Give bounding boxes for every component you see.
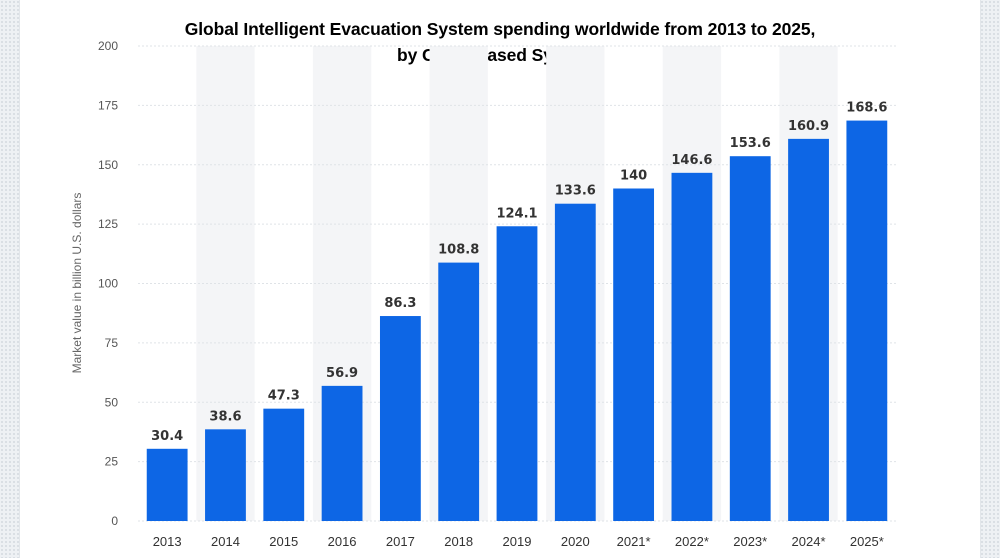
y-axis-ticks: 0 25 50 75 100 125 150 175 200 xyxy=(98,39,118,528)
y-tick-label: 125 xyxy=(98,217,118,231)
x-tick-label: 2018 xyxy=(444,534,473,549)
data-label: 108.8 xyxy=(438,243,479,258)
y-axis-label: Market value in billion U.S. dollars xyxy=(70,193,84,374)
x-tick-label: 2025* xyxy=(850,534,884,549)
bar xyxy=(613,188,655,521)
x-tick-label: 2014 xyxy=(211,534,240,549)
data-label: 38.6 xyxy=(209,409,241,424)
data-label: 160.9 xyxy=(788,119,829,134)
data-labels: 30.4 38.6 47.3 56.9 86.3 108.8 124.1 133.6 140 14… xyxy=(151,101,887,444)
bar xyxy=(438,262,480,521)
y-tick-label: 50 xyxy=(105,395,119,409)
data-label: 47.3 xyxy=(268,389,300,404)
bar xyxy=(729,156,771,521)
data-label: 133.6 xyxy=(555,184,596,199)
bar xyxy=(205,429,246,521)
x-tick-label: 2017 xyxy=(386,534,415,549)
bar xyxy=(846,120,888,521)
y-tick-label: 200 xyxy=(98,39,118,53)
y-tick-label: 75 xyxy=(105,336,119,350)
x-tick-label: 2020 xyxy=(561,534,590,549)
bars xyxy=(146,120,888,522)
x-tick-label: 2016 xyxy=(328,534,357,549)
data-label: 140 xyxy=(620,169,647,184)
x-tick-label: 2024* xyxy=(792,534,826,549)
bar xyxy=(321,385,363,521)
x-tick-label: 2023* xyxy=(733,534,767,549)
bar xyxy=(146,448,188,521)
x-tick-label: 2022* xyxy=(675,534,709,549)
data-label: 56.9 xyxy=(326,366,358,381)
bar xyxy=(671,172,713,521)
y-tick-label: 150 xyxy=(98,158,118,172)
x-tick-label: 2021* xyxy=(617,534,651,549)
y-tick-label: 175 xyxy=(98,98,118,112)
x-tick-label: 2019 xyxy=(503,534,532,549)
data-label: 168.6 xyxy=(846,101,887,116)
chart-title-line1: Global Intelligent Evacuation System spe… xyxy=(184,19,816,39)
data-label: 146.6 xyxy=(671,153,712,168)
bar xyxy=(379,316,421,521)
x-axis-ticks: 2013 2014 2015 2016 2017 2018 2019 2020 2021* 202… xyxy=(153,534,884,549)
y-tick-label: 25 xyxy=(105,455,119,469)
data-label: 86.3 xyxy=(384,296,416,311)
x-tick-label: 2013 xyxy=(153,534,182,549)
bar xyxy=(496,226,538,521)
data-label: 30.4 xyxy=(151,429,183,444)
y-tick-label: 0 xyxy=(111,514,118,528)
data-label: 153.6 xyxy=(730,136,771,151)
bar xyxy=(788,138,829,522)
y-tick-label: 100 xyxy=(98,277,118,291)
bar xyxy=(554,203,596,521)
x-tick-label: 2015 xyxy=(269,534,298,549)
data-label: 124.1 xyxy=(496,206,537,221)
bar xyxy=(263,408,305,521)
